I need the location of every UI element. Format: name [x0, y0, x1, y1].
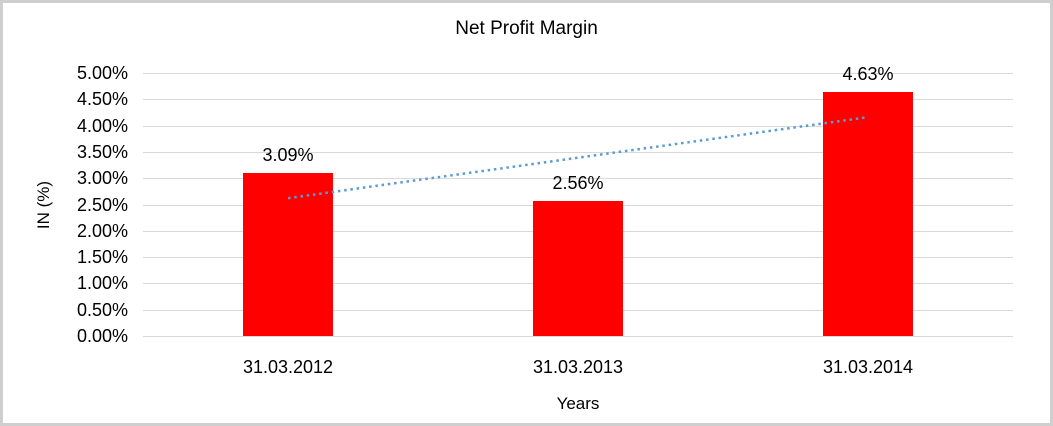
y-tick-label: 4.00%	[76, 115, 128, 136]
y-tick-label: 1.50%	[76, 247, 128, 268]
y-axis-title: IN (%)	[34, 180, 53, 230]
y-tick-label: 0.50%	[76, 299, 128, 320]
x-category-label: 31.03.2013	[532, 357, 624, 377]
y-tick-label: 2.00%	[76, 220, 128, 241]
bar-data-label: 4.63%	[842, 64, 894, 85]
y-tick-label: 2.50%	[76, 194, 128, 215]
y-tick-label: 3.50%	[76, 141, 128, 162]
gridline	[143, 99, 1013, 101]
y-tick-label: 5.00%	[76, 63, 128, 83]
gridline	[143, 336, 1013, 337]
gridline	[143, 73, 1013, 74]
y-tick-label: 4.50%	[76, 89, 128, 110]
chart-title: Net Profit Margin	[455, 18, 598, 39]
bar-31.03.2012	[243, 173, 333, 336]
x-axis-title: Years	[556, 394, 600, 413]
y-tick-label: 3.00%	[76, 168, 128, 189]
y-tick-label: 1.00%	[76, 273, 128, 294]
x-category-label: 31.03.2014	[822, 357, 914, 377]
bar-31.03.2013	[533, 201, 623, 336]
bar-data-label: 3.09%	[262, 145, 314, 166]
x-category-label: 31.03.2012	[242, 357, 334, 377]
plot-area	[143, 73, 1013, 337]
y-tick-label: 0.00%	[76, 326, 128, 346]
bar-data-label: 2.56%	[552, 173, 604, 194]
bar-31.03.2014	[823, 92, 913, 336]
